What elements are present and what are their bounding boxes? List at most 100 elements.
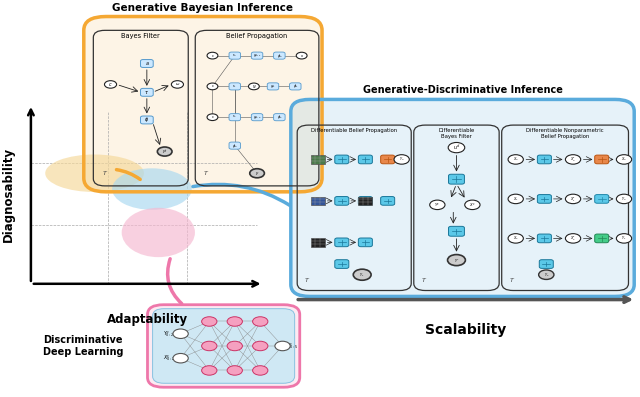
Text: Generative Bayesian Inference: Generative Bayesian Inference <box>113 3 293 13</box>
FancyBboxPatch shape <box>229 142 241 149</box>
Circle shape <box>253 366 268 375</box>
FancyBboxPatch shape <box>291 99 634 297</box>
FancyBboxPatch shape <box>358 155 372 164</box>
FancyBboxPatch shape <box>538 195 552 203</box>
FancyBboxPatch shape <box>84 17 322 192</box>
FancyBboxPatch shape <box>152 308 294 383</box>
FancyBboxPatch shape <box>335 197 349 205</box>
Circle shape <box>565 194 580 204</box>
Text: $X^c$: $X^c$ <box>469 201 476 209</box>
Text: T: T <box>102 171 106 176</box>
Text: $X_0^c$: $X_0^c$ <box>570 156 576 164</box>
Text: $y$: $y$ <box>255 170 259 177</box>
FancyBboxPatch shape <box>538 234 552 243</box>
Circle shape <box>394 155 410 164</box>
FancyBboxPatch shape <box>140 89 153 96</box>
Circle shape <box>448 143 465 153</box>
FancyBboxPatch shape <box>449 226 465 236</box>
FancyBboxPatch shape <box>335 238 349 247</box>
Text: $Y_2$: $Y_2$ <box>543 271 549 279</box>
Circle shape <box>616 234 632 243</box>
Text: $X_1^c$: $X_1^c$ <box>570 195 576 203</box>
Circle shape <box>275 341 290 351</box>
Text: $N$: $N$ <box>252 83 256 90</box>
FancyBboxPatch shape <box>274 52 285 59</box>
Text: $X_0$: $X_0$ <box>621 156 627 163</box>
Circle shape <box>447 254 465 266</box>
FancyBboxPatch shape <box>595 195 609 203</box>
Text: $\phi_1$: $\phi_1$ <box>292 83 298 91</box>
Circle shape <box>565 155 580 164</box>
FancyBboxPatch shape <box>229 52 241 59</box>
FancyBboxPatch shape <box>540 260 554 268</box>
FancyBboxPatch shape <box>358 197 372 205</box>
Ellipse shape <box>45 154 144 192</box>
Circle shape <box>616 194 632 204</box>
Circle shape <box>248 83 259 90</box>
Text: c: c <box>211 85 214 89</box>
Text: c: c <box>211 54 214 58</box>
Circle shape <box>207 52 218 59</box>
Text: $y_t$: $y_t$ <box>162 148 168 155</box>
Bar <box>310 197 324 205</box>
Text: x: x <box>301 54 303 58</box>
FancyBboxPatch shape <box>449 174 465 184</box>
Bar <box>310 238 324 247</box>
Text: Differentiable Belief Propagation: Differentiable Belief Propagation <box>311 128 397 133</box>
Text: $Y_0$: $Y_0$ <box>621 195 627 203</box>
Circle shape <box>202 341 217 351</box>
Text: $u^d$: $u^d$ <box>452 143 460 152</box>
Circle shape <box>227 341 243 351</box>
Circle shape <box>157 147 172 156</box>
Text: Differentiable
Bayes Filter: Differentiable Bayes Filter <box>438 128 475 139</box>
Text: $X_2$: $X_2$ <box>513 235 518 242</box>
Text: $X_0$: $X_0$ <box>513 156 518 163</box>
FancyBboxPatch shape <box>140 60 153 67</box>
FancyBboxPatch shape <box>274 114 285 121</box>
Text: Adaptability: Adaptability <box>107 313 188 326</box>
Circle shape <box>207 83 218 90</box>
FancyBboxPatch shape <box>252 52 263 59</box>
Text: $r_0$: $r_0$ <box>232 52 237 59</box>
FancyBboxPatch shape <box>229 114 241 121</box>
FancyBboxPatch shape <box>289 83 301 90</box>
FancyBboxPatch shape <box>381 197 395 205</box>
Text: Bayes Filter: Bayes Filter <box>122 33 160 39</box>
Circle shape <box>565 234 580 243</box>
FancyBboxPatch shape <box>595 155 609 164</box>
Circle shape <box>429 200 445 210</box>
Text: T: T <box>421 278 426 283</box>
Text: $Y^c$: $Y^c$ <box>435 201 440 209</box>
Text: $Y^c_{0:2}$: $Y^c_{0:2}$ <box>163 329 174 339</box>
FancyBboxPatch shape <box>147 305 300 387</box>
Text: T: T <box>509 278 513 283</box>
Circle shape <box>253 341 268 351</box>
Circle shape <box>227 317 243 326</box>
Circle shape <box>253 317 268 326</box>
Circle shape <box>202 366 217 375</box>
Circle shape <box>508 234 524 243</box>
Circle shape <box>508 155 524 164</box>
FancyBboxPatch shape <box>252 114 263 121</box>
Bar <box>358 197 372 205</box>
Text: $r_2$: $r_2$ <box>232 114 237 121</box>
Circle shape <box>353 269 371 280</box>
Circle shape <box>616 155 632 164</box>
Text: $\phi_0$: $\phi_0$ <box>276 52 282 60</box>
Text: $\psi_{0,1}$: $\psi_{0,1}$ <box>253 52 261 59</box>
Text: $\phi_3$: $\phi_3$ <box>232 142 237 150</box>
Bar <box>310 155 324 164</box>
Text: Discriminative
Deep Learning: Discriminative Deep Learning <box>43 335 124 357</box>
FancyBboxPatch shape <box>538 155 552 164</box>
Text: Belief Propagation: Belief Propagation <box>227 33 288 39</box>
Text: $\psi_{1,2}$: $\psi_{1,2}$ <box>253 114 261 121</box>
Text: T: T <box>204 171 208 176</box>
Text: Generative-Discriminative Inference: Generative-Discriminative Inference <box>363 85 563 96</box>
FancyBboxPatch shape <box>358 238 372 247</box>
Circle shape <box>172 81 184 88</box>
Text: c: c <box>211 115 214 119</box>
Text: $\tau$: $\tau$ <box>145 89 149 96</box>
Text: $Y_1$: $Y_1$ <box>621 235 627 242</box>
Text: $\omega$: $\omega$ <box>175 81 180 87</box>
Text: $\phi_2$: $\phi_2$ <box>276 113 282 121</box>
